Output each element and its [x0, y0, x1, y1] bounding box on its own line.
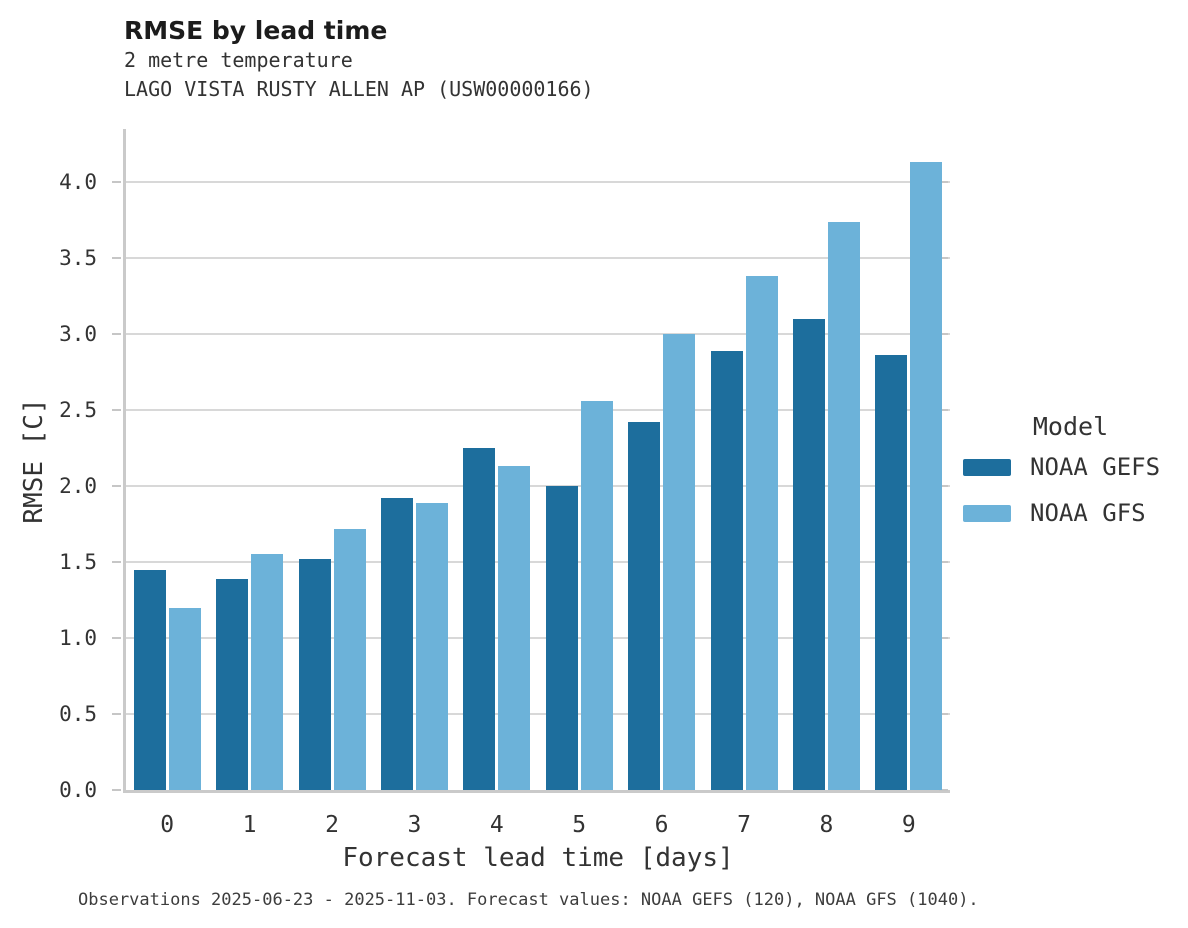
- caption-text: Observations 2025-06-23 - 2025-11-03. Fo…: [78, 890, 979, 910]
- y-tick-mark-left: [112, 789, 121, 791]
- bar-noaa-gefs-day-2: [298, 559, 331, 790]
- bar-noaa-gfs-day-0: [168, 607, 201, 790]
- bar-noaa-gfs-day-9: [910, 162, 943, 790]
- bar-noaa-gfs-day-8: [827, 221, 860, 790]
- chart-title: RMSE by lead time: [124, 16, 388, 45]
- bar-noaa-gefs-day-7: [710, 350, 743, 790]
- y-tick-mark-left: [112, 561, 121, 564]
- y-tick-mark-right: [939, 257, 948, 260]
- y-tick-mark-left: [112, 181, 121, 184]
- bar-noaa-gfs-day-4: [498, 466, 531, 790]
- chart-subtitle-variable: 2 metre temperature: [124, 48, 353, 72]
- y-tick-label: 4.0: [59, 170, 97, 195]
- bar-noaa-gefs-day-3: [380, 498, 413, 790]
- y-tick-mark-right: [939, 637, 948, 640]
- x-tick-labels: 0 1 2 3 4 5 6 7 8 9: [126, 810, 950, 842]
- x-tick-label-3: 3: [407, 812, 422, 838]
- x-tick-label-7: 7: [737, 812, 751, 838]
- gridline-3.5: [126, 257, 950, 260]
- bar-noaa-gefs-day-0: [133, 569, 166, 790]
- plot-area: [112, 129, 950, 793]
- x-axis-title: Forecast lead time [days]: [342, 843, 734, 873]
- x-tick-label-8: 8: [819, 812, 834, 838]
- legend-entry-noaa-gefs: NOAA GEFS: [963, 453, 1178, 481]
- x-tick-label-2: 2: [325, 812, 339, 838]
- y-tick-mark-right: [939, 409, 948, 412]
- y-tick-mark-left: [112, 485, 121, 488]
- legend-title: Model: [1032, 412, 1109, 441]
- y-tick-mark-left: [112, 713, 121, 716]
- x-tick-label-1: 1: [242, 812, 257, 838]
- y-tick-label: 1.0: [59, 626, 97, 651]
- y-tick-label: 2.0: [59, 474, 97, 499]
- gridline-2.5: [126, 409, 950, 412]
- bar-noaa-gefs-day-5: [545, 486, 578, 790]
- y-tick-label: 0.5: [59, 702, 97, 727]
- y-tick-label: 1.5: [59, 550, 97, 575]
- y-tick-mark-left: [112, 637, 121, 640]
- legend-swatch-noaa-gfs: [963, 504, 1011, 522]
- bar-noaa-gfs-day-5: [580, 401, 613, 790]
- bar-noaa-gefs-day-8: [792, 318, 825, 790]
- bar-noaa-gefs-day-4: [463, 448, 496, 790]
- y-tick-mark-right: [939, 789, 948, 791]
- bar-noaa-gfs-day-1: [251, 554, 284, 790]
- y-tick-label: 3.5: [59, 246, 97, 271]
- y-tick-mark-right: [939, 561, 948, 564]
- bar-noaa-gfs-day-2: [333, 528, 366, 790]
- legend-label-noaa-gfs: NOAA GFS: [1030, 499, 1146, 527]
- x-tick-label-9: 9: [901, 812, 916, 838]
- gridline-2.0: [126, 485, 950, 488]
- bar-noaa-gefs-day-1: [216, 578, 249, 790]
- gridline-0.5: [126, 713, 950, 716]
- bar-noaa-gefs-day-6: [628, 422, 661, 790]
- y-tick-labels: 0.0 0.5 1.0 1.5 2.0 2.5 3.0 3.5 4.0: [0, 0, 110, 928]
- bar-noaa-gfs-day-7: [745, 276, 778, 790]
- bar-noaa-gfs-day-6: [663, 334, 696, 790]
- gridline-3.0: [126, 333, 950, 336]
- bar-noaa-gefs-day-9: [875, 355, 908, 790]
- gridline-4.0: [126, 181, 950, 184]
- chart-subtitle-station: LAGO VISTA RUSTY ALLEN AP (USW00000166): [124, 77, 594, 101]
- bar-noaa-gfs-day-3: [415, 502, 448, 790]
- x-tick-label-4: 4: [489, 812, 504, 838]
- y-tick-mark-right: [939, 181, 948, 184]
- y-tick-mark-right: [939, 713, 948, 716]
- y-tick-label: 0.0: [59, 778, 97, 802]
- legend-swatch-noaa-gefs: [963, 458, 1011, 476]
- y-tick-mark-left: [112, 333, 121, 336]
- y-tick-mark-left: [112, 257, 121, 260]
- y-tick-mark-left: [112, 409, 121, 412]
- x-tick-label-5: 5: [572, 812, 587, 838]
- y-tick-label: 3.0: [59, 322, 97, 347]
- y-tick-label: 2.5: [59, 398, 97, 423]
- gridline-1.0: [126, 637, 950, 640]
- chart-header: RMSE by lead time 2 metre temperature LA…: [124, 15, 594, 104]
- gridline-1.5: [126, 561, 950, 564]
- y-tick-mark-right: [939, 485, 948, 488]
- legend-entry-noaa-gfs: NOAA GFS: [963, 499, 1178, 527]
- x-tick-label-6: 6: [654, 812, 669, 838]
- legend-label-noaa-gefs: NOAA GEFS: [1030, 453, 1161, 481]
- legend: Model NOAA GEFS NOAA GFS: [963, 412, 1178, 545]
- x-tick-label-0: 0: [160, 812, 175, 838]
- y-tick-mark-right: [939, 333, 948, 336]
